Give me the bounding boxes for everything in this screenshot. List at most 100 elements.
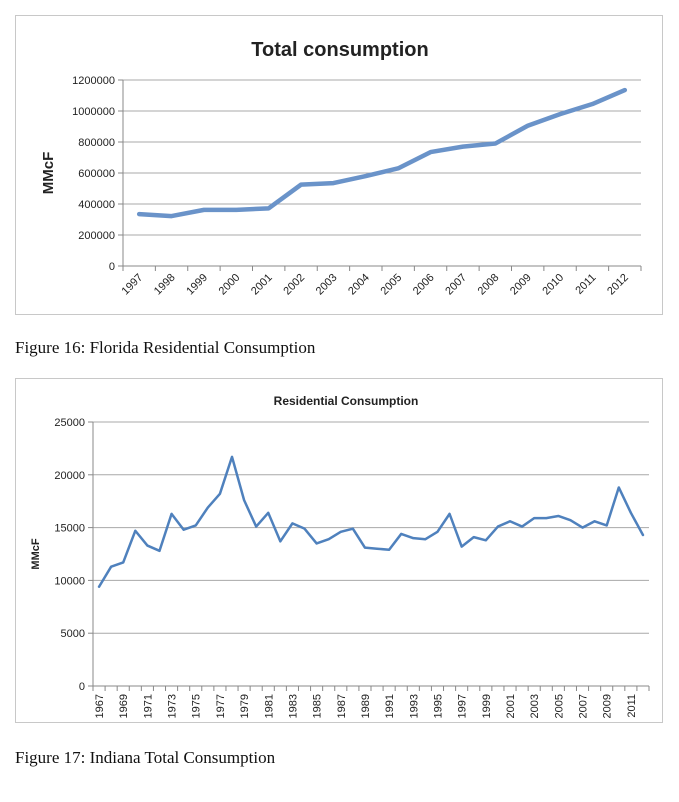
chart-1-data-point [461,145,465,148]
chart-1-data-point [137,212,141,216]
chart-2-data-point [351,527,354,530]
chart-1-y-tick-label: 400000 [78,199,115,211]
chart-1-data-point [623,88,627,92]
chart-2-x-tick-label: 1973 [167,694,179,718]
chart-2-x-tick-label: 2011 [626,694,638,718]
chart-2-data-point [339,530,342,533]
chart-2-data-point [472,536,475,539]
chart-2-y-tick-label: 0 [79,681,85,693]
chart-1-data-point [299,183,303,186]
chart-2-title: Residential Consumption [274,394,419,408]
chart-2-x-tick-label: 1979 [239,694,251,718]
chart-1-data-point [591,102,594,106]
chart-2-x-tick-label: 1985 [312,694,324,718]
chart-2-x-tick-label: 2007 [578,694,590,718]
chart-1-y-tick-label: 200000 [78,230,115,242]
chart-2-data-point [267,511,270,514]
chart-2-data-point [182,528,185,531]
chart-2-data-point [629,511,632,514]
chart-2-data-point [194,524,197,527]
chart-2-x-tick-label: 1971 [142,694,154,718]
chart-2-data-point [424,538,427,541]
chart-1-x-tick-label: 2003 [314,272,340,298]
chart-1-x-tick-label: 2004 [346,272,372,298]
chart-1-data-point [558,112,562,116]
chart-2-x-tick-label: 1967 [94,694,106,718]
chart-2-data-point [363,546,366,549]
chart-2-data-point [557,514,560,517]
chart-2-data-point [509,520,511,523]
chart-2-data-point [218,492,221,495]
chart-2-data-point [617,486,620,489]
chart-1-data-point [429,150,432,154]
chart-1-y-tick-label: 600000 [78,168,115,180]
chart-2-data-point [533,517,536,520]
chart-1-data-point [267,207,270,210]
chart-1-x-tick-label: 2011 [573,272,598,297]
chart-2-x-tick-label: 1987 [336,694,348,718]
chart-2-data-point [255,525,258,528]
chart-1-y-tick-label: 1000000 [72,106,115,118]
chart-1-x-tick-label: 2008 [476,272,502,298]
chart-2-data-point [110,565,113,568]
chart-2-data-point [569,519,572,522]
chart-1-x-tick-label: 2012 [605,272,631,298]
chart-2-x-tick-label: 2009 [602,694,614,718]
chart-2-x-tick-label: 1989 [360,694,372,718]
figure-16-caption: Figure 16: Florida Residential Consumpti… [15,338,316,357]
chart-2-y-tick-label: 25000 [54,417,85,429]
chart-1-x-tick-label: 2007 [443,272,469,298]
chart-2-x-tick-label: 2001 [505,694,517,718]
chart-1-series-line [136,87,628,219]
chart-2-data-point [448,512,451,515]
chart-1-data-point [170,214,173,218]
chart-residential-consumption: Residential Consumption MMcF 0 5000 10000 150… [15,378,663,723]
chart-2-y-axis-label: MMcF [30,538,42,569]
chart-2-x-tick-label: 1975 [191,694,203,718]
chart-2-data-point [291,522,294,525]
chart-2-data-point [400,532,403,535]
chart-1-data-point [494,142,497,145]
chart-1-x-tick-label: 2006 [411,272,437,298]
chart-1-x-tick-label: 1999 [184,272,210,298]
chart-1-svg: Total consumption MMcF 0 200000 400000 600000… [40,39,642,298]
chart-2-data-point [484,539,487,542]
chart-2-data-point [231,455,233,458]
chart-2-data-point [521,525,524,528]
chart-2-data-point [581,526,584,529]
chart-2-data-point [134,529,137,532]
chart-2-data-point [327,538,330,541]
chart-2-y-tick-label: 10000 [54,575,85,587]
chart-2-data-point [315,542,318,545]
chart-1-data-point [332,181,335,185]
chart-1-x-tick-label: 1998 [152,272,178,298]
chart-2-data-point [641,533,644,536]
chart-2-series-line [97,455,645,588]
chart-2-x-tick-label: 1995 [432,694,444,718]
chart-1-x-tick-label: 2001 [249,272,275,298]
chart-1-data-point [526,124,529,127]
chart-2-x-tick-label: 1997 [457,694,469,718]
chart-1-y-tick-label: 1200000 [72,75,115,87]
chart-2-data-point [388,548,391,551]
chart-1-x-tick-label: 2009 [508,272,534,298]
chart-2-data-point [170,512,173,515]
chart-2-data-point [279,540,282,543]
chart-1-x-tick-label: 2010 [540,272,566,298]
chart-1-x-tick-label: 2005 [379,272,405,298]
chart-2-data-point [436,530,439,533]
chart-2-data-point [545,517,548,520]
chart-2-data-point [376,547,379,550]
chart-2-data-point [303,527,306,530]
chart-1-data-point [396,167,400,170]
chart-2-y-tick-label: 20000 [54,470,85,482]
chart-2-x-tick-label: 1993 [408,694,420,718]
chart-2-data-point [593,520,596,523]
chart-2-x-tick-label: 1969 [118,694,130,718]
chart-2-data-point [122,561,125,564]
chart-1-x-tick-label: 2000 [217,272,243,298]
chart-2-x-tick-label: 1981 [263,694,275,718]
chart-1-data-point [202,208,206,212]
chart-1-y-tick-label: 0 [109,261,115,273]
chart-2-data-point [496,525,499,528]
